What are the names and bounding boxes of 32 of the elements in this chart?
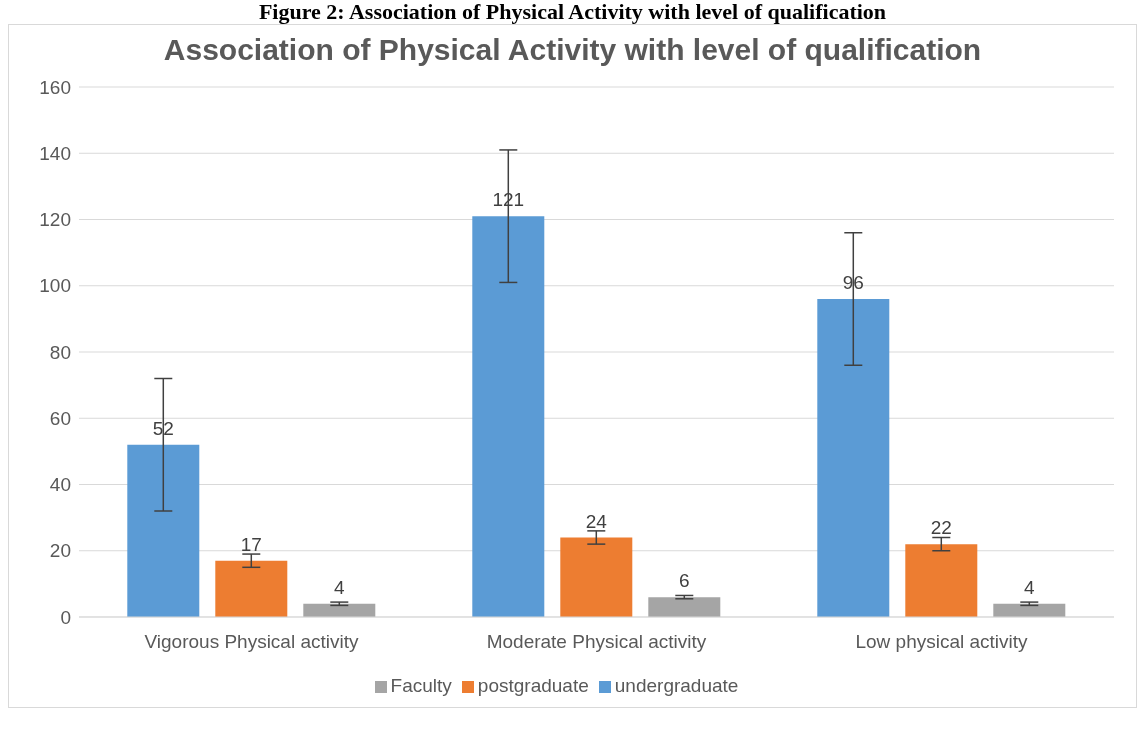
y-tick-label: 0 [60, 606, 71, 628]
caption: Figure 2: Association of Physical Activity with level of qualification [257, 0, 888, 24]
legend-label: postgraduate [477, 675, 589, 696]
y-tick-label: 60 [49, 407, 71, 429]
bar [560, 537, 633, 617]
y-tick-label: 160 [39, 76, 71, 98]
y-tick-label: 100 [39, 275, 71, 297]
bar [817, 299, 890, 617]
data-label: 17 [240, 533, 262, 555]
bar [993, 603, 1066, 617]
data-label: 4 [334, 576, 346, 598]
bar [472, 216, 545, 617]
y-tick-label: 140 [39, 142, 71, 164]
bar [905, 544, 978, 617]
y-tick-label: 120 [39, 209, 71, 231]
chart-title: Association of Physical Activity with level of qualification [162, 33, 983, 67]
y-tick-label: 40 [49, 474, 71, 496]
x-tick-label: Vigorous Physical activity [144, 631, 359, 653]
bar [127, 444, 200, 617]
bar [215, 560, 288, 617]
y-tick-label: 20 [49, 540, 71, 562]
data-label: 22 [930, 517, 952, 539]
data-label: 4 [1024, 576, 1036, 598]
x-tick-label: Low physical activity [855, 631, 1029, 653]
bar [648, 597, 721, 617]
x-tick-label: Moderate Physical activity [486, 631, 707, 653]
legend-label: Faculty [390, 675, 452, 696]
bar [303, 603, 376, 617]
y-tick-label: 80 [49, 341, 71, 363]
data-label: 6 [679, 570, 690, 592]
legend-label: undergraduate [614, 675, 739, 696]
data-label: 24 [585, 510, 608, 532]
